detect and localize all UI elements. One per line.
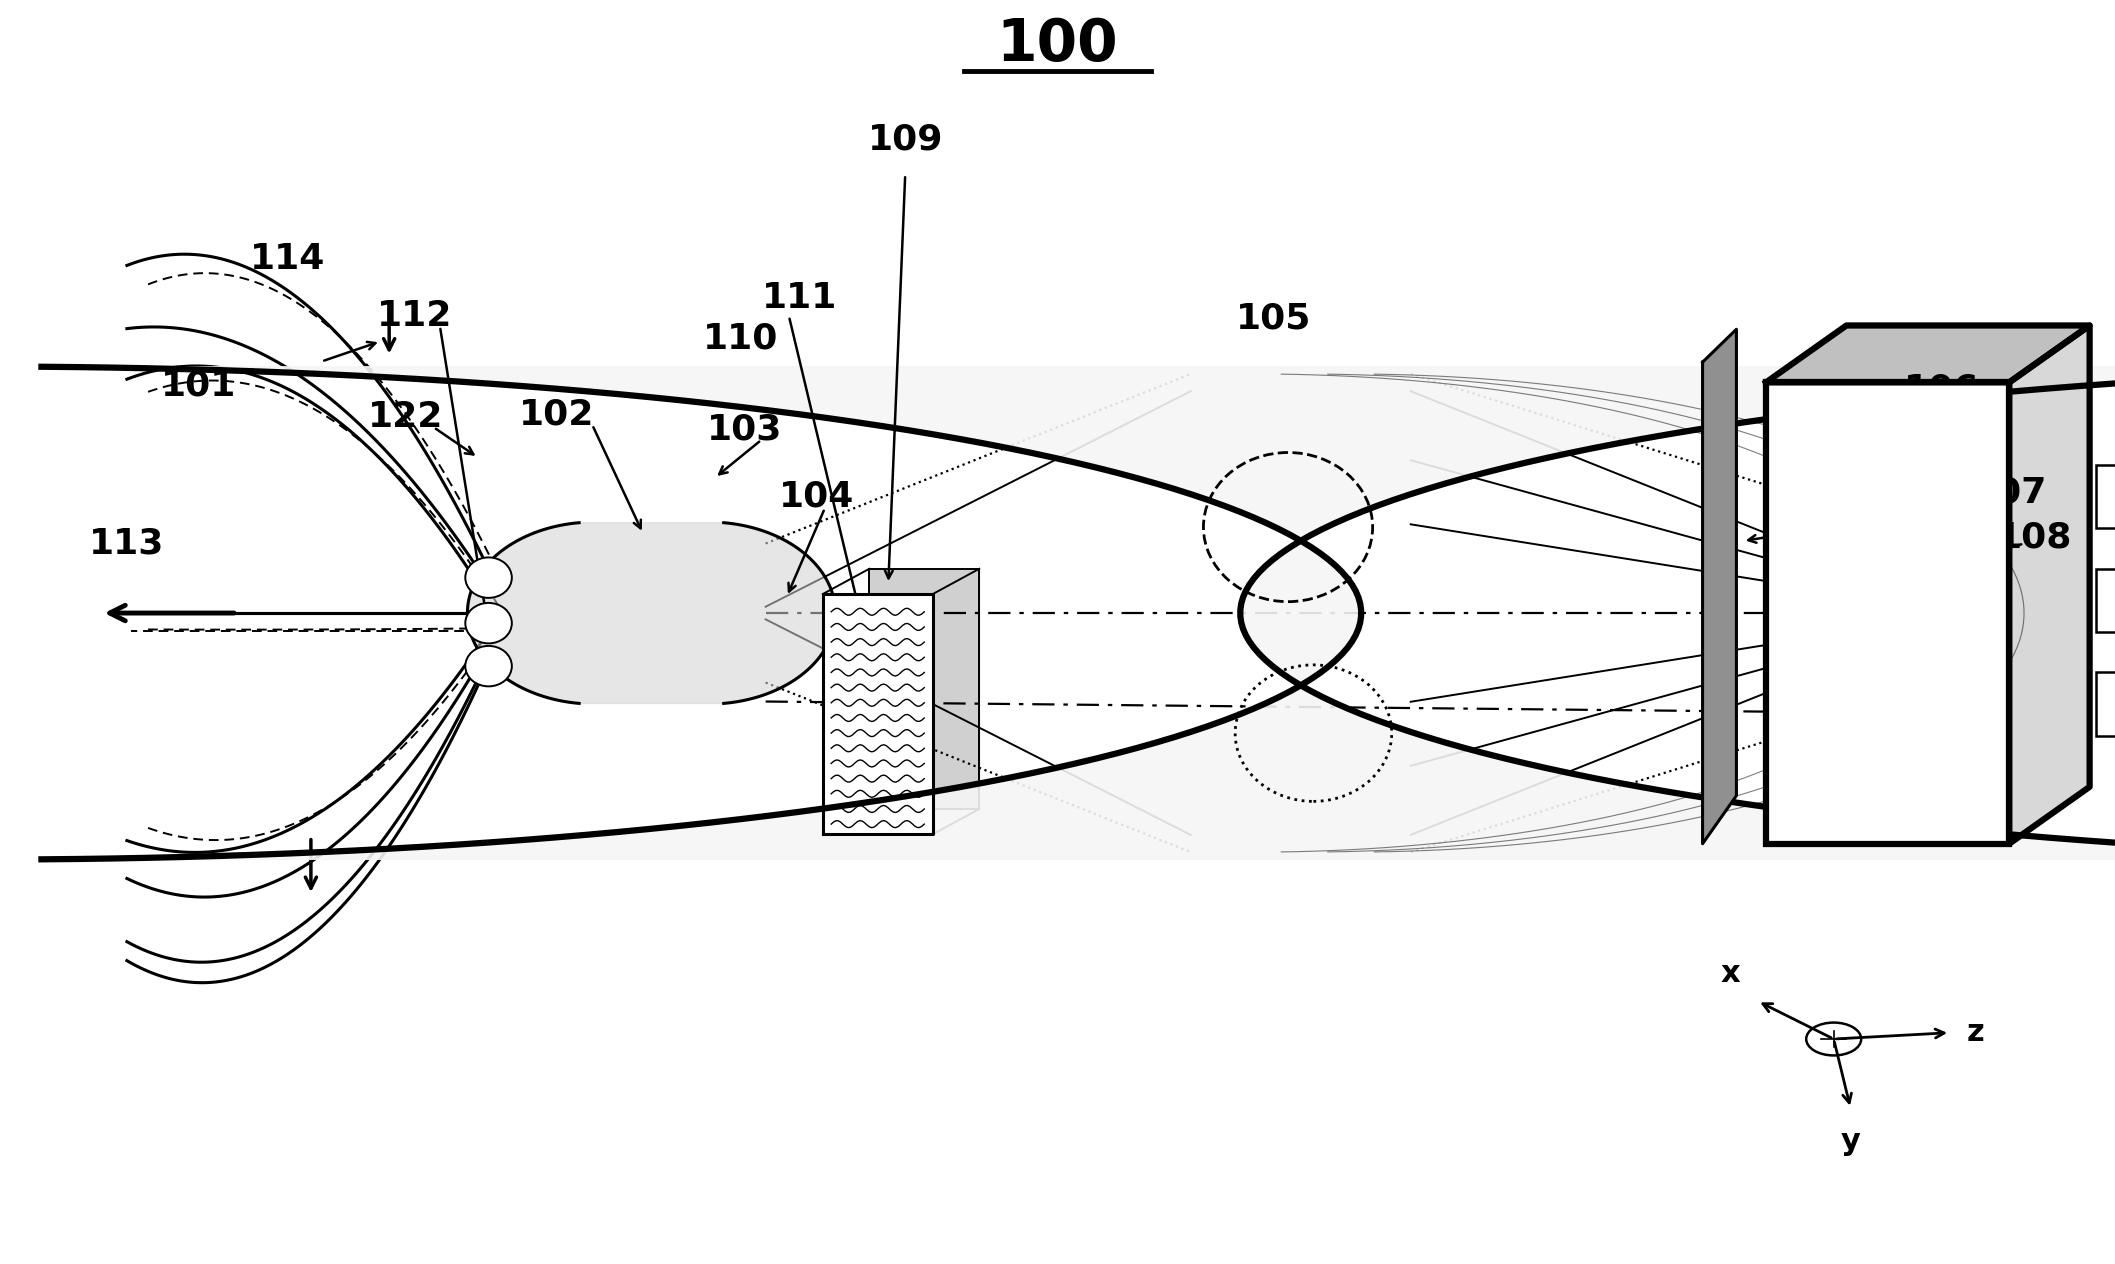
Bar — [2096, 569, 2115, 632]
Ellipse shape — [465, 557, 512, 598]
Text: 101: 101 — [161, 369, 237, 402]
Text: 102: 102 — [518, 398, 594, 431]
Text: 109: 109 — [867, 123, 943, 155]
Text: 114: 114 — [250, 243, 326, 276]
Text: 112: 112 — [376, 300, 453, 332]
Text: 105: 105 — [1235, 302, 1311, 335]
Polygon shape — [467, 523, 835, 703]
Bar — [2096, 465, 2115, 528]
Bar — [2096, 672, 2115, 736]
Polygon shape — [42, 367, 2115, 860]
Text: 107: 107 — [1971, 477, 2047, 509]
Polygon shape — [869, 569, 979, 809]
Text: x: x — [1722, 959, 1741, 988]
Polygon shape — [1766, 325, 2090, 382]
Text: 108: 108 — [1997, 521, 2073, 554]
Text: 104: 104 — [778, 480, 854, 513]
Polygon shape — [2009, 325, 2090, 844]
Text: 113: 113 — [89, 527, 165, 560]
Text: 122: 122 — [368, 401, 444, 434]
Ellipse shape — [465, 646, 512, 686]
Polygon shape — [823, 594, 933, 834]
Text: 110: 110 — [702, 322, 778, 355]
Bar — [1766, 382, 2009, 844]
Text: 111: 111 — [761, 282, 838, 315]
Ellipse shape — [465, 603, 512, 643]
Text: z: z — [1967, 1019, 1984, 1047]
Text: 103: 103 — [706, 413, 783, 446]
Text: y: y — [1840, 1127, 1861, 1157]
Text: 106: 106 — [1904, 373, 1980, 406]
Polygon shape — [1703, 329, 1736, 844]
Text: 100: 100 — [996, 15, 1119, 73]
